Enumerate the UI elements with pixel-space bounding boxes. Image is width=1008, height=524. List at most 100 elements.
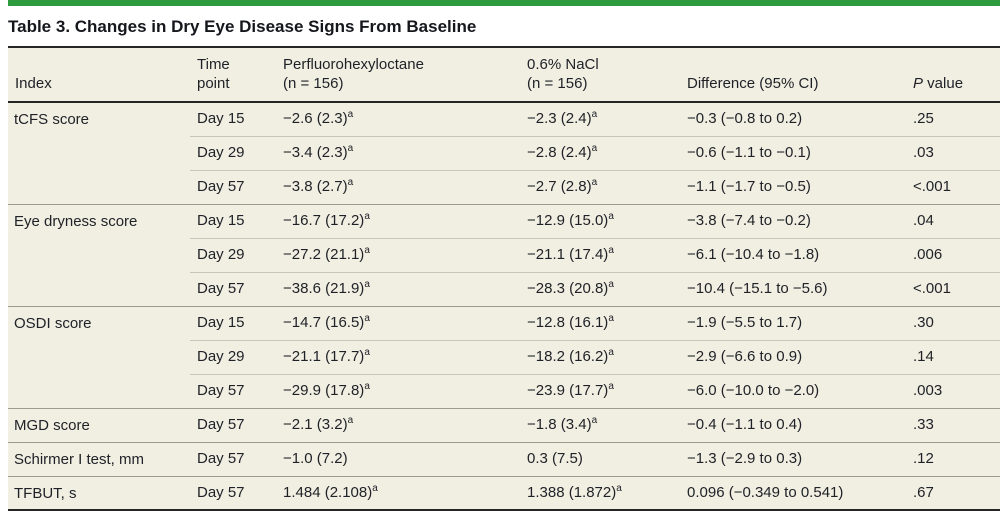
- time-point-cell: Day 57: [190, 169, 276, 204]
- table-header-row: Index Time point Perfluorohexyloctane (n = 1…: [8, 47, 1000, 103]
- table-row: tCFS score Day 15 −2.6 (2.3)a −2.3 (2.4)a −0…: [8, 101, 1000, 204]
- time-point-cell: Day 15: [190, 101, 276, 136]
- index-cell: tCFS score: [8, 101, 190, 204]
- nacl-value-cell: 1.388 (1.872)a: [520, 475, 680, 510]
- p-value-cell: .33: [906, 407, 1000, 442]
- table-row: TFBUT, s Day 57 1.484 (2.108)a 1.388 (1.872…: [8, 475, 1000, 510]
- difference-cell: −10.4 (−15.1 to −5.6): [680, 271, 906, 306]
- footnote-marker: a: [364, 279, 370, 290]
- difference-cell: −1.3 (−2.9 to 0.3): [680, 441, 906, 476]
- difference-cell: −0.3 (−0.8 to 0.2): [680, 101, 906, 136]
- table-title: Table 3. Changes in Dry Eye Disease Sign…: [8, 17, 477, 36]
- difference-cell: −6.1 (−10.4 to −1.8): [680, 237, 906, 272]
- p-value-cell: .67: [906, 475, 1000, 510]
- table-row: OSDI score Day 15 −14.7 (16.5)a −12.8 (16.1…: [8, 305, 1000, 408]
- perfluorohexyloctane-value-cell: −16.7 (17.2)a: [276, 203, 520, 238]
- perfluorohexyloctane-value-cell: −21.1 (17.7)a: [276, 339, 520, 374]
- perfluorohexyloctane-value-cell: −38.6 (21.9)a: [276, 271, 520, 306]
- footnote-marker: a: [608, 347, 614, 358]
- nacl-value-cell: −23.9 (17.7)a: [520, 373, 680, 408]
- perfluorohexyloctane-value-cell: −3.8 (2.7)a: [276, 169, 520, 204]
- p-value-cell: .25: [906, 101, 1000, 136]
- difference-cell: −2.9 (−6.6 to 0.9): [680, 339, 906, 374]
- table-row: Day 29 −3.4 (2.3)a −2.8 (2.4)a −0.6 (−1.1 t…: [8, 135, 1000, 170]
- footnote-marker: a: [364, 211, 370, 222]
- perfluorohexyloctane-value-cell: −3.4 (2.3)a: [276, 135, 520, 170]
- footnote-marker: a: [608, 245, 614, 256]
- perfluorohexyloctane-value-cell: −29.9 (17.8)a: [276, 373, 520, 408]
- nacl-value-cell: −2.8 (2.4)a: [520, 135, 680, 170]
- time-point-cell: Day 15: [190, 203, 276, 238]
- p-value-cell: .04: [906, 203, 1000, 238]
- perfluorohexyloctane-value-cell: −2.6 (2.3)a: [276, 101, 520, 136]
- table-body: tCFS score Day 15 −2.6 (2.3)a −2.3 (2.4)a −0…: [8, 101, 1000, 510]
- footnote-marker: a: [364, 245, 370, 256]
- index-cell: MGD score: [8, 407, 190, 442]
- p-value-cell: .12: [906, 441, 1000, 476]
- footnote-marker: a: [591, 177, 598, 188]
- difference-cell: 0.096 (−0.349 to 0.541): [680, 475, 906, 510]
- index-cell: TFBUT, s: [8, 475, 190, 510]
- footnote-marker: a: [372, 482, 378, 494]
- perfluorohexyloctane-value-cell: −1.0 (7.2): [276, 441, 520, 476]
- time-point-cell: Day 57: [190, 441, 276, 476]
- table-row: Day 57 −38.6 (21.9)a −28.3 (20.8)a −10.4 (−…: [8, 271, 1000, 306]
- nacl-value-cell: −28.3 (20.8)a: [520, 271, 680, 306]
- nacl-value-cell: −21.1 (17.4)a: [520, 237, 680, 272]
- footnote-marker: a: [347, 415, 354, 426]
- p-value-cell: <.001: [906, 271, 1000, 306]
- p-value-cell: .14: [906, 339, 1000, 374]
- index-cell: Schirmer I test, mm: [8, 441, 190, 476]
- nacl-value-cell: −12.9 (15.0)a: [520, 203, 680, 238]
- difference-cell: −3.8 (−7.4 to −0.2): [680, 203, 906, 238]
- time-point-cell: Day 29: [190, 237, 276, 272]
- footnote-marker: a: [364, 347, 370, 358]
- p-value-cell: .03: [906, 135, 1000, 170]
- footnote-marker: a: [591, 143, 598, 154]
- time-point-cell: Day 57: [190, 373, 276, 408]
- footnote-marker: a: [608, 313, 614, 324]
- table-row: Day 29 −27.2 (21.1)a −21.1 (17.4)a −6.1 (−1…: [8, 237, 1000, 272]
- table-row: MGD score Day 57 −2.1 (3.2)a −1.8 (3.4)a −0.…: [8, 407, 1000, 442]
- footnote-marker: a: [608, 381, 614, 392]
- difference-cell: −1.9 (−5.5 to 1.7): [680, 305, 906, 340]
- footnote-marker: a: [347, 177, 354, 188]
- column-header-p-value: P value: [906, 47, 1000, 103]
- footnote-marker: a: [591, 415, 598, 426]
- index-cell: Eye dryness score: [8, 203, 190, 306]
- footnote-marker: a: [591, 109, 598, 121]
- perfluorohexyloctane-value-cell: 1.484 (2.108)a: [276, 475, 520, 510]
- footnote-marker: a: [347, 109, 354, 121]
- p-value-cell: <.001: [906, 169, 1000, 204]
- footnote-marker: a: [608, 211, 614, 222]
- column-header-perfluorohexyloctane: Perfluorohexyloctane (n = 156): [276, 47, 520, 103]
- difference-cell: −1.1 (−1.7 to −0.5): [680, 169, 906, 204]
- footnote-marker: a: [347, 143, 354, 154]
- time-point-cell: Day 57: [190, 475, 276, 510]
- footnote-marker: a: [364, 381, 370, 392]
- nacl-value-cell: −1.8 (3.4)a: [520, 407, 680, 442]
- p-value-cell: .30: [906, 305, 1000, 340]
- time-point-cell: Day 29: [190, 135, 276, 170]
- column-header-nacl: 0.6% NaCl (n = 156): [520, 47, 680, 103]
- column-header-index: Index: [8, 47, 190, 103]
- p-value-cell: .006: [906, 237, 1000, 272]
- nacl-value-cell: −2.7 (2.8)a: [520, 169, 680, 204]
- table-panel: Table 3. Changes in Dry Eye Disease Sign…: [8, 0, 1000, 511]
- table-header: Index Time point Perfluorohexyloctane (n = 1…: [8, 47, 1000, 103]
- table-row: Day 29 −21.1 (17.7)a −18.2 (16.2)a −2.9 (−6…: [8, 339, 1000, 374]
- difference-cell: −6.0 (−10.0 to −2.0): [680, 373, 906, 408]
- footnote-marker: a: [364, 313, 370, 324]
- column-header-time-point: Time point: [190, 47, 276, 103]
- perfluorohexyloctane-value-cell: −27.2 (21.1)a: [276, 237, 520, 272]
- perfluorohexyloctane-value-cell: −2.1 (3.2)a: [276, 407, 520, 442]
- time-point-cell: Day 29: [190, 339, 276, 374]
- nacl-value-cell: −2.3 (2.4)a: [520, 101, 680, 136]
- p-value-cell: .003: [906, 373, 1000, 408]
- nacl-value-cell: −12.8 (16.1)a: [520, 305, 680, 340]
- table-row: Schirmer I test, mm Day 57 −1.0 (7.2) 0.3 (…: [8, 441, 1000, 476]
- footnote-marker: a: [608, 279, 614, 290]
- time-point-cell: Day 57: [190, 407, 276, 442]
- nacl-value-cell: −18.2 (16.2)a: [520, 339, 680, 374]
- perfluorohexyloctane-value-cell: −14.7 (16.5)a: [276, 305, 520, 340]
